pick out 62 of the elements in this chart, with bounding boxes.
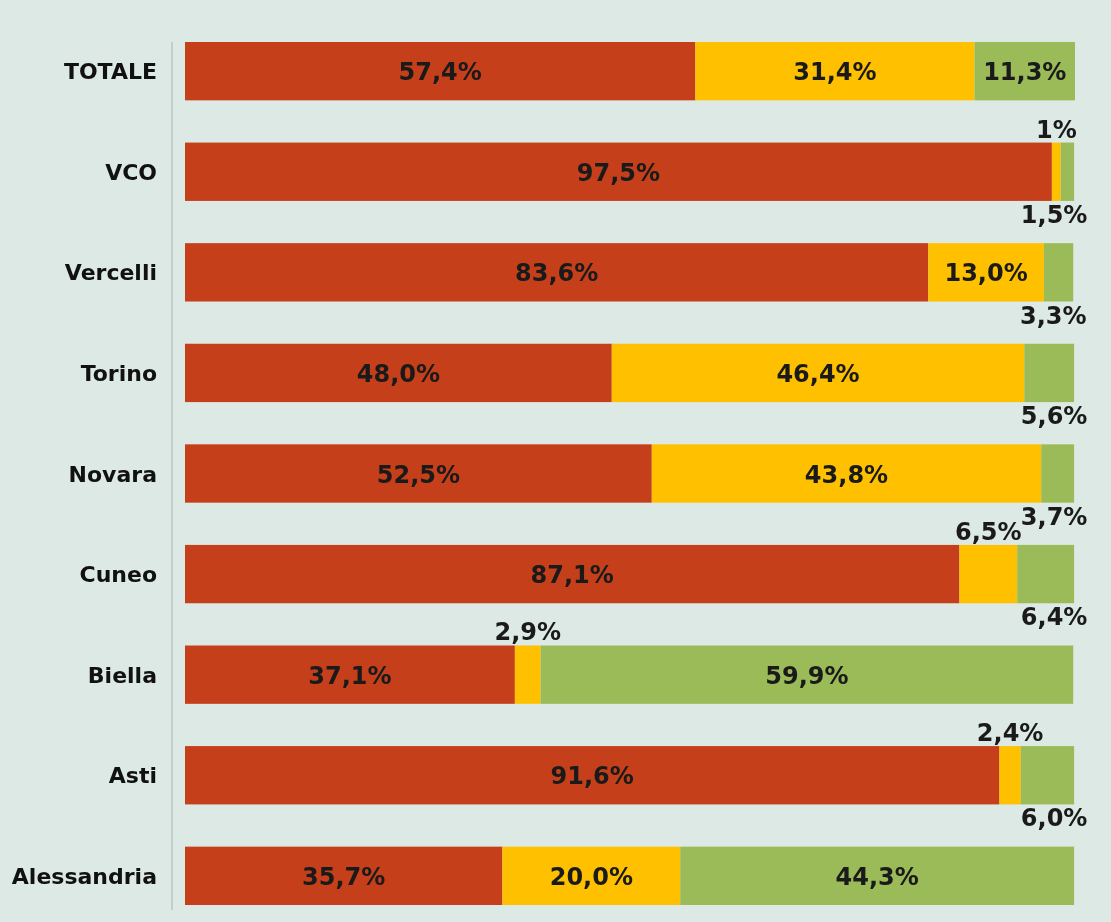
- bar: [1060, 142, 1075, 201]
- bar: [185, 243, 929, 302]
- bar: [1017, 544, 1075, 604]
- bar: [680, 846, 1075, 905]
- data-label: 20,0%: [549, 862, 633, 891]
- y-tick-label: Asti: [108, 763, 157, 789]
- bar: [185, 645, 515, 704]
- bar: [695, 42, 975, 101]
- bar: [185, 544, 960, 604]
- bar: [959, 544, 1018, 604]
- data-label: 48,0%: [356, 359, 441, 388]
- bar: [611, 343, 1025, 403]
- bar: [185, 42, 696, 101]
- y-tick-label: Torino: [80, 360, 157, 386]
- data-label: 2,9%: [494, 618, 562, 647]
- data-label: 31,4%: [793, 58, 877, 87]
- bar: [540, 645, 1074, 704]
- y-tick-label: TOTALE: [63, 59, 157, 85]
- data-label: 44,3%: [835, 862, 919, 891]
- data-label: 1,5%: [1020, 200, 1088, 229]
- y-tick-label: VCO: [105, 159, 157, 185]
- bar: [1051, 142, 1061, 201]
- bar: [185, 343, 612, 403]
- bar: [1041, 444, 1075, 503]
- data-label: 13,0%: [944, 259, 1028, 288]
- bar: [185, 444, 652, 503]
- data-label: 2,4%: [976, 719, 1044, 748]
- y-tick-label: Vercelli: [64, 260, 157, 286]
- bar: [651, 444, 1042, 503]
- bar: [185, 142, 1052, 201]
- data-label: 6,5%: [955, 517, 1022, 546]
- data-label: 3,7%: [1020, 502, 1088, 531]
- bar: [1043, 243, 1074, 302]
- bar: [502, 846, 681, 905]
- bar: [185, 846, 503, 905]
- data-label: 57,4%: [398, 58, 482, 87]
- y-tick-label: Biella: [87, 662, 157, 688]
- data-label: 6,0%: [1020, 804, 1088, 833]
- data-label: 87,1%: [530, 561, 614, 590]
- data-label: 35,7%: [302, 862, 386, 891]
- data-label: 3,3%: [1019, 301, 1087, 330]
- y-tick-label: Cuneo: [79, 562, 157, 588]
- data-label: 97,5%: [576, 158, 661, 187]
- data-label: 52,5%: [376, 460, 461, 489]
- y-tick-label: Novara: [68, 461, 157, 487]
- data-label: 43,8%: [804, 460, 889, 489]
- data-label: 91,6%: [550, 762, 634, 791]
- bar: [1024, 343, 1075, 403]
- bar: [514, 645, 541, 704]
- data-label: 11,3%: [983, 58, 1067, 87]
- bar: [185, 746, 1000, 805]
- data-label: 83,6%: [515, 259, 599, 288]
- bar: [1020, 746, 1075, 805]
- data-label: 1%: [1035, 115, 1077, 144]
- data-label: 6,4%: [1020, 603, 1088, 632]
- data-label: 37,1%: [308, 661, 392, 690]
- bar: [928, 243, 1044, 302]
- bar: [999, 746, 1021, 805]
- data-label: 59,9%: [765, 661, 849, 690]
- data-label: 5,6%: [1020, 402, 1088, 431]
- y-tick-label: Alessandria: [11, 863, 157, 889]
- data-label: 46,4%: [776, 359, 860, 388]
